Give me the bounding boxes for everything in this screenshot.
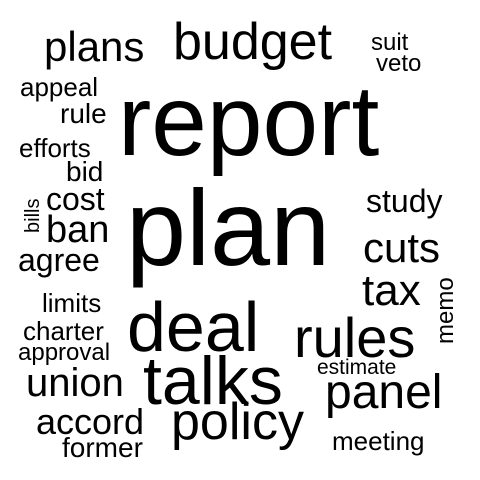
word-accord: accord (36, 401, 145, 442)
word-deal: deal (127, 288, 260, 366)
word-talks: talks (143, 343, 283, 419)
word-bills: bills (22, 198, 44, 233)
word-report: report (118, 65, 380, 177)
word-panel: panel (325, 366, 443, 419)
word-approval: approval (18, 339, 111, 366)
word-policy: policy (171, 393, 304, 451)
word-rules: rules (294, 306, 416, 369)
word-veto: veto (376, 50, 422, 77)
word-estimate: estimate (317, 356, 397, 379)
word-cuts: cuts (363, 224, 441, 271)
word-bid: bid (66, 156, 104, 187)
word-limits: limits (42, 288, 102, 318)
word-efforts: efforts (19, 133, 91, 163)
word-memo: memo (432, 277, 459, 344)
word-budget: budget (173, 13, 333, 71)
word-meeting: meeting (332, 426, 425, 456)
word-rule: rule (60, 98, 107, 129)
word-plan: plan (126, 167, 331, 288)
word-tax: tax (362, 266, 421, 315)
word-union: union (26, 361, 124, 405)
word-ban: ban (46, 209, 110, 251)
word-former: former (62, 432, 143, 463)
word-plans: plans (44, 23, 145, 70)
word-suit: suit (371, 29, 409, 56)
word-agree: agree (18, 242, 100, 278)
word-appeal: appeal (20, 72, 99, 102)
word-study: study (366, 183, 443, 219)
word-cost: cost (46, 181, 105, 217)
word-charter: charter (23, 316, 104, 346)
